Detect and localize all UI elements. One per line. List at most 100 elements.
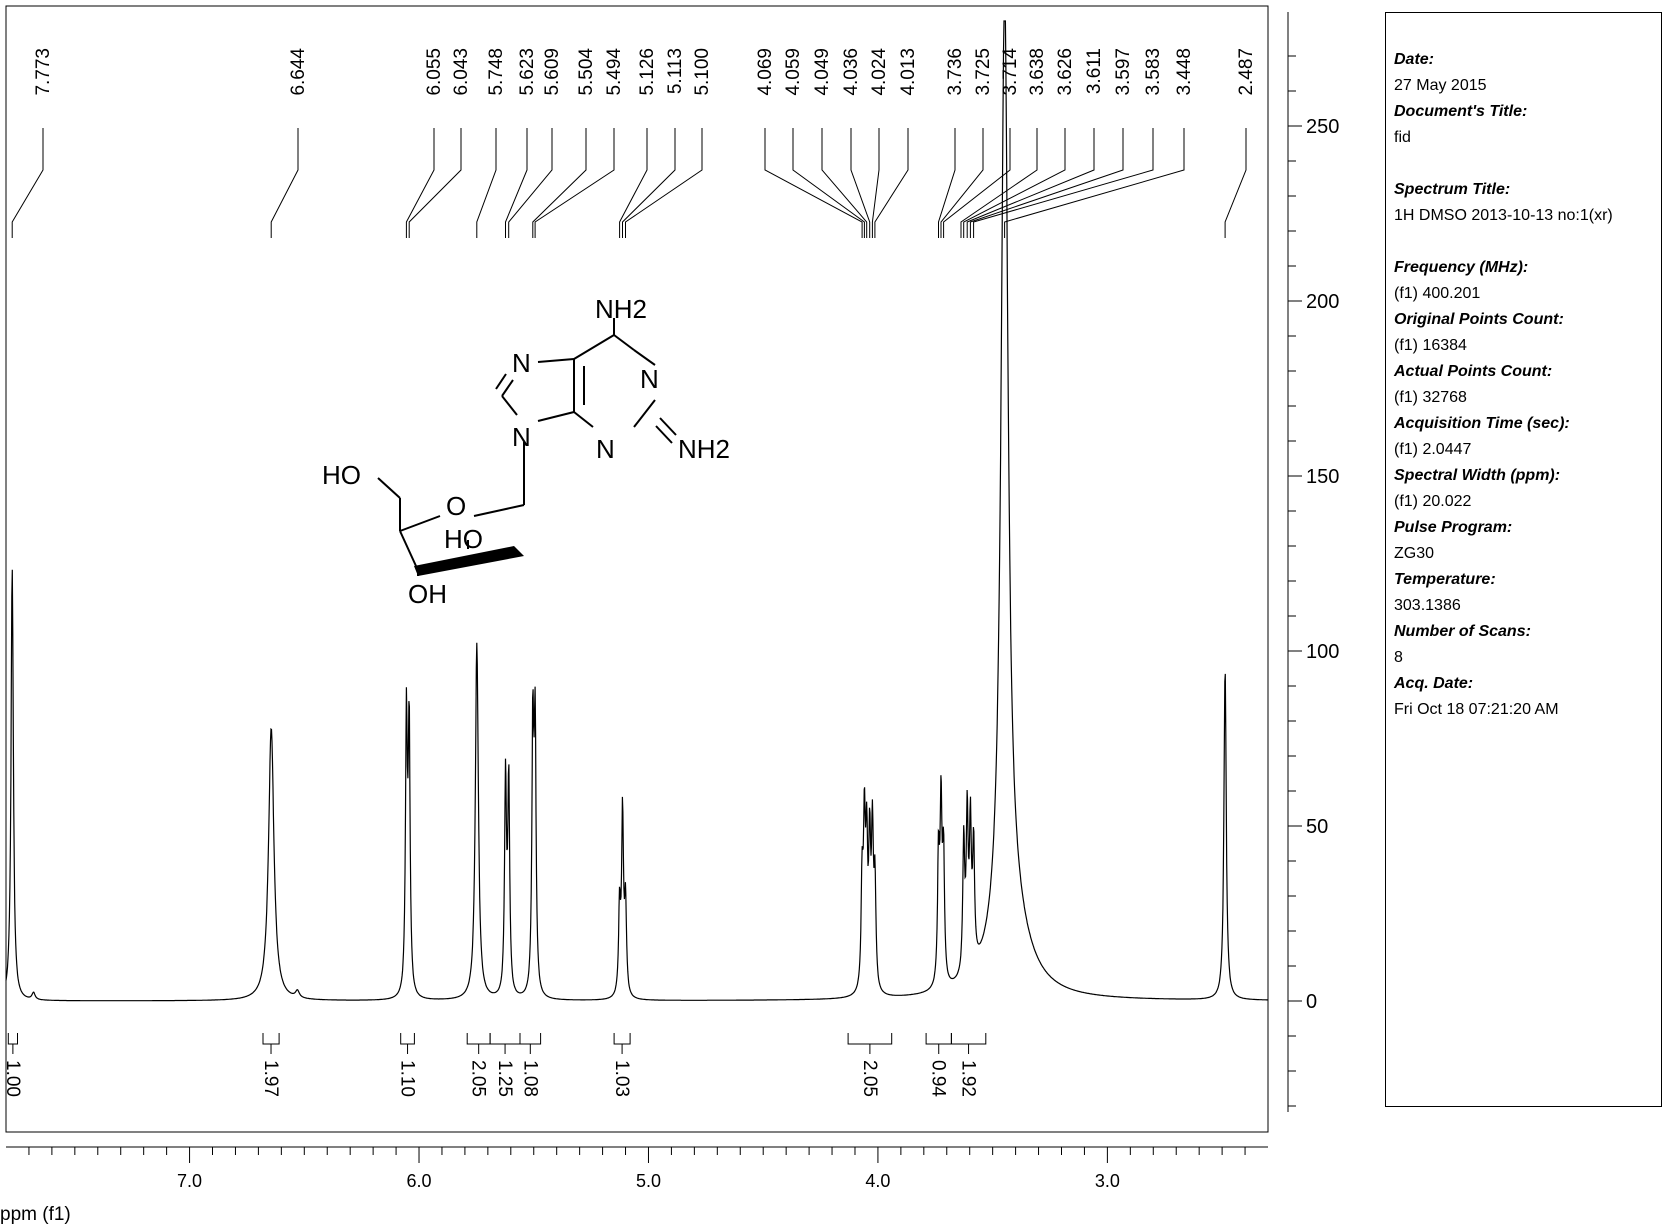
integral-value: 1.92 (958, 1060, 979, 1097)
peak-connector (871, 128, 880, 238)
peak-connector (1004, 128, 1185, 238)
peak-label: 7.773 (33, 48, 54, 96)
number-of-scans-label: Number of Scans: (1394, 623, 1531, 640)
spectral-width-label: Spectral Width (ppm): (1394, 467, 1561, 484)
temperature-label: Temperature: (1394, 571, 1496, 588)
integral-value: 2.05 (468, 1060, 489, 1097)
y-tick-label: 200 (1306, 291, 1339, 313)
peak-label: 3.638 (1027, 48, 1048, 96)
integral-bracket (400, 1033, 415, 1045)
peak-labels: 7.773 6.644 6.055 6.043 5.748 5.623 5.609 5.504… (11, 48, 1257, 238)
atom-o-ring: O (446, 491, 466, 521)
atom-oh-3prime: OH (408, 579, 447, 609)
pulse-program-value: ZG30 (1394, 545, 1435, 562)
number-of-scans-value: 8 (1394, 649, 1403, 666)
peak-label: 5.494 (604, 48, 625, 96)
acquisition-time-value: (f1) 2.0447 (1394, 441, 1472, 458)
y-tick-label: 250 (1306, 116, 1339, 138)
peak-label: 5.113 (665, 48, 686, 94)
y-tick-label: 50 (1306, 816, 1328, 838)
atom-ho-2prime: HO (444, 524, 483, 554)
peak-label: 3.725 (973, 48, 994, 96)
peak-label: 5.609 (542, 48, 563, 96)
spectral-width-value: (f1) 20.022 (1394, 493, 1472, 510)
integral-bracket (466, 1033, 491, 1045)
integral-bracket (950, 1033, 987, 1045)
peak-connector (821, 128, 868, 238)
integral-value: 1.25 (494, 1060, 515, 1097)
peak-label: 6.644 (288, 48, 309, 96)
peak-label: 3.736 (945, 48, 966, 96)
peak-label: 4.024 (869, 48, 890, 96)
peak-connector (874, 128, 909, 238)
peak-label: 5.748 (486, 48, 507, 96)
x-tick-label: 3.0 (1095, 1171, 1120, 1191)
integral-value: 1.08 (519, 1060, 540, 1097)
peak-label: 5.623 (517, 48, 538, 96)
x-axis: 7.0 6.0 5.0 4.0 3.0 (6, 1146, 1268, 1191)
peak-connector (270, 128, 299, 238)
original-points-label: Original Points Count: (1394, 311, 1564, 328)
integral-bracket (613, 1033, 631, 1045)
peak-label: 5.100 (692, 48, 713, 96)
x-tick-label: 5.0 (636, 1171, 661, 1191)
atom-n-ring-1: N (640, 364, 659, 394)
integral-value: 1.00 (2, 1060, 23, 1097)
sugar-ring-bold-bond (414, 546, 524, 576)
integral-bracket (489, 1033, 521, 1045)
peak-label: 4.069 (755, 48, 776, 96)
atom-nh2-top: NH2 (595, 294, 647, 324)
peak-connector (622, 128, 676, 238)
original-points-value: (f1) 16384 (1394, 337, 1467, 354)
peak-label: 3.597 (1113, 48, 1134, 96)
integrals: 1.00 1.97 1.10 2.05 1.25 1.08 1.03 2.05 0.94 1.92 (2, 1033, 987, 1097)
peak-label: 3.611 (1084, 48, 1105, 94)
peak-connector (405, 128, 435, 238)
peak-connector (505, 128, 528, 238)
peak-connector (943, 128, 1011, 238)
atom-ho-5prime: HO (322, 460, 361, 490)
peak-connector (619, 128, 648, 238)
integral-value: 1.03 (611, 1060, 632, 1097)
peak-label: 6.055 (424, 48, 445, 96)
integral-bracket (925, 1033, 952, 1045)
peak-label: 5.126 (637, 48, 658, 96)
integral-value: 1.97 (260, 1060, 281, 1097)
peak-connector (508, 128, 553, 238)
acquisition-time-label: Acquisition Time (sec): (1394, 415, 1570, 432)
integral-value: 0.94 (928, 1060, 949, 1097)
peak-connector (963, 128, 1066, 238)
atom-n-ring-2: N (596, 434, 615, 464)
peak-label: 3.583 (1143, 48, 1164, 96)
peak-connector (973, 128, 1154, 238)
acquisition-date-label: Acq. Date: (1394, 675, 1474, 692)
peak-connector (11, 128, 44, 238)
spectrum-title-value: 1H DMSO 2013-10-13 no:1(xr) (1394, 207, 1613, 224)
plot-frame (5, 5, 1269, 1133)
spectrum-line (5, 20, 1268, 1002)
x-tick-label: 6.0 (407, 1171, 432, 1191)
y-tick-label: 0 (1306, 991, 1317, 1013)
actual-points-value: (f1) 32768 (1394, 389, 1467, 406)
peak-label: 3.626 (1055, 48, 1076, 96)
x-tick-label: 7.0 (177, 1171, 202, 1191)
peak-connector (408, 128, 462, 238)
temperature-value: 303.1386 (1394, 597, 1461, 614)
peak-label: 4.059 (783, 48, 804, 96)
peak-label: 6.043 (451, 48, 472, 96)
peak-label: 4.013 (898, 48, 919, 96)
y-tick-label: 100 (1306, 641, 1339, 663)
x-axis-label: ppm (f1) (0, 1204, 71, 1224)
peak-connector (850, 128, 871, 238)
integral-bracket (519, 1033, 542, 1045)
peak-connector (625, 128, 703, 238)
peak-label: 5.504 (576, 48, 597, 96)
atom-n-imidazole: N (512, 348, 531, 378)
acquisition-date-value: Fri Oct 18 07:21:20 AM (1394, 701, 1559, 718)
date-value: 27 May 2015 (1394, 77, 1487, 94)
frequency-value: (f1) 400.201 (1394, 285, 1481, 302)
document-title-value: fid (1394, 129, 1411, 146)
peak-label: 3.448 (1174, 48, 1195, 96)
peak-connector (476, 128, 497, 238)
